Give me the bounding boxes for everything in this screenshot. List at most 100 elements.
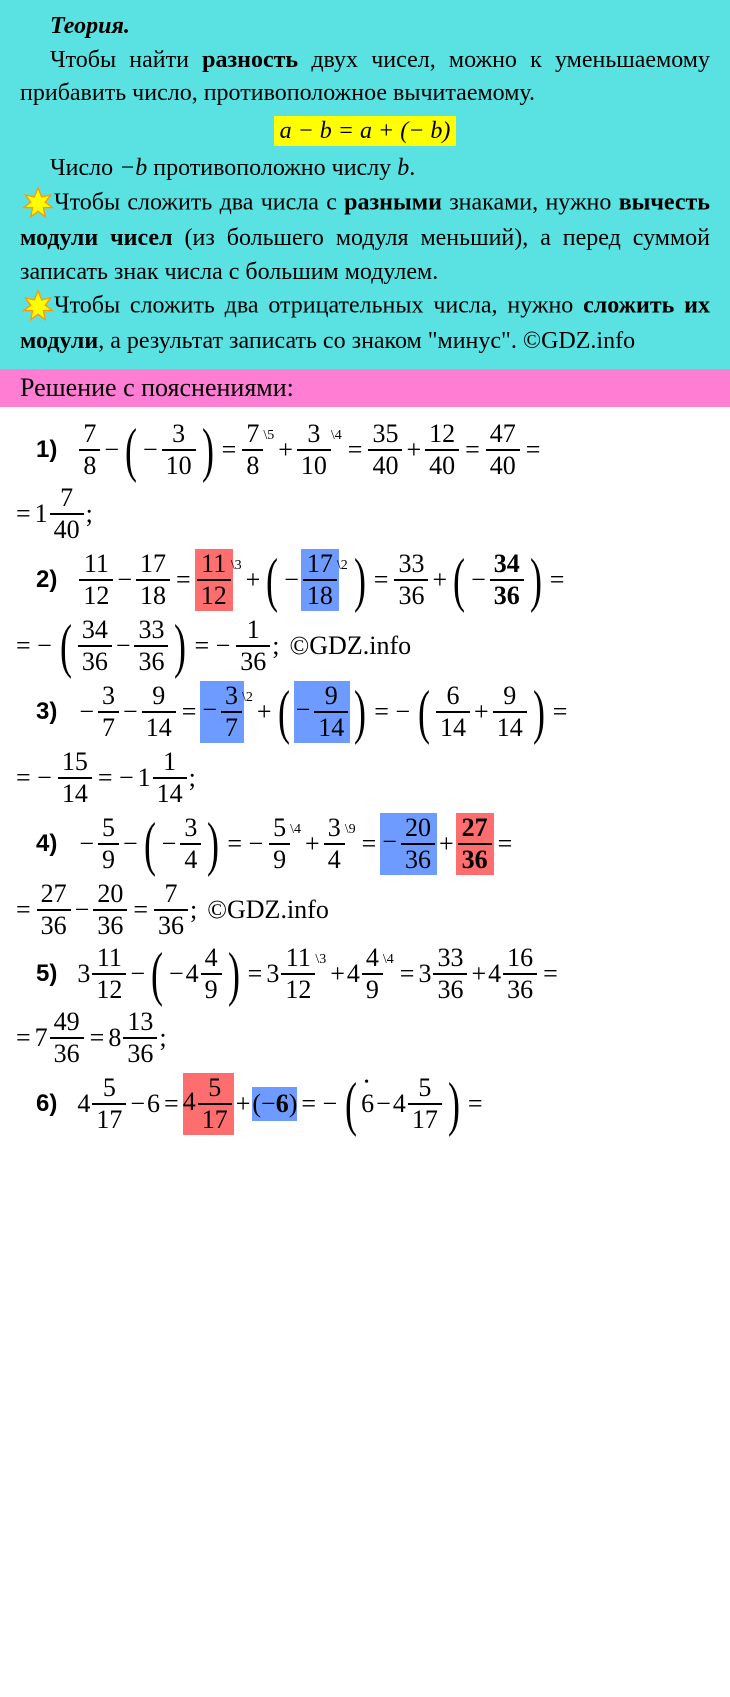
num: 17 <box>303 551 337 579</box>
den: 12 <box>281 973 315 1003</box>
den: 14 <box>314 711 348 741</box>
text: . <box>409 155 415 181</box>
num: 13 <box>123 1009 157 1037</box>
hl-red: 4517 <box>183 1073 234 1135</box>
fraction: 1636 <box>503 945 537 1003</box>
solution-header: Решение с пояснениями: <box>0 369 730 407</box>
theory-title-row: Теория. <box>20 10 710 44</box>
den: 36 <box>134 645 168 675</box>
fraction: 3336 <box>433 945 467 1003</box>
fraction: 37 <box>98 683 119 741</box>
num: 3 <box>303 421 324 449</box>
num: 7 <box>242 421 263 449</box>
den: 14 <box>436 711 470 741</box>
hl-blue: −37 <box>200 681 244 743</box>
text: Чтобы сложить два отрицательных числа, н… <box>54 293 583 319</box>
math: −b <box>119 155 147 181</box>
fraction: 740 <box>50 485 84 543</box>
text: противоположно числу <box>147 155 397 181</box>
num: 49 <box>50 1009 84 1037</box>
den: 36 <box>236 645 270 675</box>
star-icon <box>20 289 56 325</box>
num: 7 <box>161 881 182 909</box>
den: 40 <box>425 449 459 479</box>
problem-5-line-2: = 7 4936 = 8 1336 ; <box>12 1009 718 1067</box>
num: 15 <box>58 749 92 777</box>
whole: 4 <box>186 959 199 989</box>
den: 36 <box>50 1037 84 1067</box>
whole: 3 <box>77 959 90 989</box>
problem-label: 5) <box>36 960 57 988</box>
num: 7 <box>79 421 100 449</box>
fraction: 3540 <box>368 421 402 479</box>
num: 3 <box>98 683 119 711</box>
int: 6 <box>147 1089 160 1119</box>
formula-highlighted: a − b = a + (− b) <box>274 116 457 146</box>
problem-5-line-1: 5) 3 1112 −(− 4 49 )= 3 1112\3 + 4 49\4 … <box>12 945 718 1003</box>
sup: \5 <box>263 428 274 444</box>
theory-para-4: Чтобы сложить два отрицательных числа, н… <box>20 289 710 359</box>
problem-label: 6) <box>36 1090 57 1118</box>
num: 34 <box>490 551 524 579</box>
whole: 4 <box>488 959 501 989</box>
fraction: 3336 <box>394 551 428 609</box>
problem-2-line-2: = −( 3436 − 3336 )= − 136 ; ©GDZ.info <box>12 617 718 675</box>
problem-label: 4) <box>36 830 57 858</box>
problem-1-line-1: 1) 78 −(− 310 )= 78\5 + 310\4 = 3540 + 1… <box>12 421 718 479</box>
num: 9 <box>321 683 342 711</box>
problem-4-line-2: = 2736 − 2036 = 736 ; ©GDZ.info <box>12 881 718 939</box>
num: 11 <box>93 945 126 973</box>
num: 5 <box>98 815 119 843</box>
num: 1 <box>159 749 180 777</box>
num: 27 <box>458 815 492 843</box>
whole: 4 <box>347 959 360 989</box>
den: 4 <box>324 843 345 873</box>
solution-header-text: Решение с пояснениями: <box>20 373 294 402</box>
num: 4 <box>201 945 222 973</box>
den: 9 <box>269 843 290 873</box>
whole: 1 <box>138 763 151 793</box>
text: Чтобы сложить два числа с <box>54 189 344 215</box>
hl-red: 2736 <box>456 813 494 875</box>
den: 10 <box>297 449 331 479</box>
fraction: 517 <box>92 1075 126 1133</box>
whole: 4 <box>77 1089 90 1119</box>
den: 36 <box>78 645 112 675</box>
sup: \3 <box>315 952 326 968</box>
num: 33 <box>394 551 428 579</box>
fraction: 49 <box>201 945 222 1003</box>
fraction: 1112 <box>281 945 315 1003</box>
fraction: 78 <box>79 421 100 479</box>
fraction: 914 <box>314 683 348 741</box>
fraction: 914 <box>142 683 176 741</box>
bold-text: разность <box>202 47 298 73</box>
num: 20 <box>93 881 127 909</box>
fraction: 34 <box>324 815 345 873</box>
fraction: 1718 <box>303 551 337 609</box>
bold-text: разными <box>344 189 442 215</box>
math: b <box>397 155 409 181</box>
den: 7 <box>98 711 119 741</box>
num: 33 <box>433 945 467 973</box>
whole: 3 <box>266 959 279 989</box>
fraction: 736 <box>154 881 188 939</box>
solutions-section: 1) 78 −(− 310 )= 78\5 + 310\4 = 3540 + 1… <box>0 407 730 1161</box>
num: 5 <box>204 1075 225 1103</box>
hl-blue: 1718 <box>301 549 339 611</box>
problem-4-line-1: 4) − 59 −(− 34 )= − 59\4 + 34\9 = −2036 … <box>12 813 718 875</box>
fraction: 1112 <box>197 551 231 609</box>
int: 6 <box>276 1089 289 1118</box>
den: 12 <box>79 579 113 609</box>
num: 9 <box>148 683 169 711</box>
fraction: 2736 <box>37 881 71 939</box>
den: 7 <box>221 711 242 741</box>
den: 14 <box>493 711 527 741</box>
star-icon <box>20 186 56 222</box>
fraction: 3436 <box>490 551 524 609</box>
fraction: 914 <box>493 683 527 741</box>
den: 18 <box>136 579 170 609</box>
copyright: ©GDZ.info <box>207 895 329 925</box>
hl-blue: −2036 <box>380 813 437 875</box>
den: 10 <box>162 449 196 479</box>
fraction: 114 <box>153 749 187 807</box>
